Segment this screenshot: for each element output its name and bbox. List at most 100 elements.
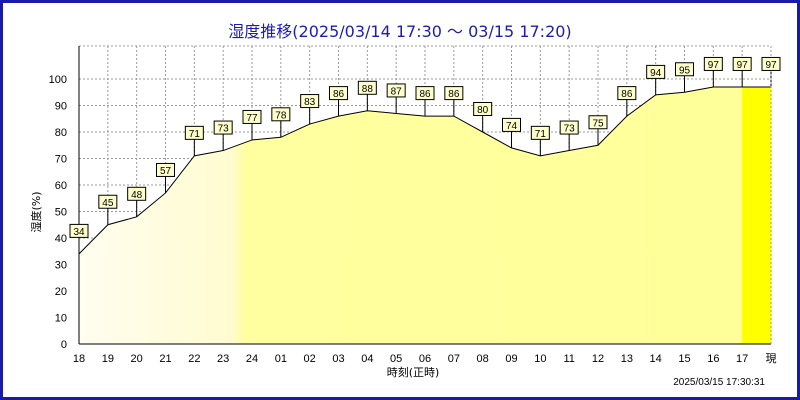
- value-label-text: 45: [102, 198, 114, 209]
- value-label-text: 87: [391, 86, 403, 97]
- value-label-box: [732, 56, 752, 71]
- value-label-box: [300, 94, 320, 109]
- humidity-area: [78, 86, 771, 344]
- x-tick-label: 21: [159, 353, 171, 365]
- x-tick-label: 16: [707, 353, 719, 365]
- x-tick-label: 24: [246, 353, 258, 365]
- y-tick-labels: 0 10 20 30 40 50 60 70 80 90 100: [49, 74, 67, 351]
- current-segment-fill: [742, 86, 771, 344]
- x-tick-label: 13: [621, 353, 633, 365]
- value-label: 97: [761, 56, 781, 71]
- x-tick-label: 06: [419, 353, 431, 365]
- x-tick-label: 20: [131, 353, 143, 365]
- value-label: 73: [559, 120, 579, 135]
- value-label: 73: [213, 120, 233, 135]
- value-label-text: 48: [131, 190, 143, 201]
- value-label-text: 86: [333, 89, 345, 100]
- x-tick-labels: 18 19 20 21 22 23 24 01 02 03 04 05 06 07 08 09 10 11 12 13…: [73, 352, 777, 365]
- value-label-text: 75: [592, 118, 604, 129]
- value-label: 80: [473, 102, 493, 116]
- value-label: 86: [329, 86, 348, 101]
- x-tick-label: 05: [390, 353, 402, 365]
- x-tick-label: 17: [736, 353, 748, 365]
- value-label-box: [473, 102, 493, 116]
- value-label-text: 86: [448, 89, 460, 100]
- value-label: 83: [300, 94, 320, 109]
- value-label: 97: [703, 56, 723, 71]
- x-tick-label: 11: [563, 353, 574, 365]
- x-tick-label: 18: [73, 353, 85, 365]
- value-label-text: 74: [506, 121, 518, 132]
- y-tick-label: 80: [55, 127, 67, 139]
- value-label-box: [357, 80, 377, 95]
- y-tick-label: 70: [55, 154, 67, 166]
- value-label: 88: [357, 80, 377, 95]
- value-label-box: [213, 120, 233, 135]
- value-label-box: [703, 56, 723, 71]
- value-label: 34: [69, 223, 89, 238]
- y-tick-label: 100: [49, 74, 67, 86]
- y-tick-label: 60: [55, 180, 67, 192]
- value-label-text: 94: [650, 68, 662, 79]
- value-label-text: 86: [419, 89, 431, 100]
- value-label: 95: [675, 62, 694, 77]
- x-tick-label: 22: [188, 353, 200, 365]
- value-label-text: 71: [535, 129, 547, 140]
- value-label-box: [156, 162, 175, 177]
- value-label-text: 97: [765, 60, 777, 71]
- value-labels: 34 45 48 57 71 73 77 78 83 86 88 87 86 86 80 74 71 73 75 86…: [69, 56, 781, 238]
- value-label-box: [386, 83, 406, 98]
- value-label: 57: [156, 162, 175, 177]
- value-label-text: 80: [477, 105, 489, 116]
- x-axis-label: 時刻(正時): [387, 365, 440, 379]
- value-label-box: [98, 194, 118, 209]
- value-label: 71: [184, 125, 204, 140]
- value-label: 86: [444, 86, 464, 101]
- value-label-box: [675, 62, 694, 77]
- chart-title: 湿度推移(2025/03/14 17:30 ～ 03/15 17:20): [228, 22, 571, 41]
- value-label: 74: [502, 117, 521, 132]
- value-label: 48: [127, 186, 147, 201]
- value-label-text: 73: [564, 124, 576, 135]
- x-tick-label: 02: [304, 353, 316, 365]
- value-label-box: [588, 115, 608, 130]
- x-tick-label: 10: [534, 353, 546, 365]
- x-tick-label: 03: [332, 353, 344, 365]
- x-tick-label: 08: [477, 353, 489, 365]
- x-tick-label: 14: [650, 353, 662, 365]
- y-tick-label: 50: [55, 207, 67, 219]
- area-fill: [79, 86, 771, 344]
- value-label-box: [242, 109, 262, 124]
- x-tick-label: 01: [275, 353, 287, 365]
- x-tick-label: 07: [448, 353, 460, 365]
- value-label-box: [530, 125, 550, 140]
- value-label-text: 57: [160, 166, 172, 177]
- x-tick-label: 23: [217, 353, 229, 365]
- y-tick-label: 10: [55, 313, 67, 325]
- value-label-box: [761, 56, 781, 71]
- value-label: 87: [386, 83, 406, 98]
- value-label-box: [271, 107, 291, 122]
- x-tick-label: 04: [361, 353, 373, 365]
- y-tick-label: 20: [55, 286, 67, 298]
- x-tick-label: 12: [592, 353, 604, 365]
- value-label: 78: [271, 107, 291, 122]
- value-label-text: 78: [275, 110, 287, 121]
- x-tick-label: 19: [102, 353, 114, 365]
- value-label: 86: [617, 86, 637, 101]
- value-label-box: [502, 117, 521, 132]
- y-tick-label: 40: [55, 233, 67, 245]
- value-label-text: 97: [708, 60, 720, 71]
- value-label-text: 95: [679, 65, 691, 76]
- timestamp: 2025/03/15 17:30:31: [673, 377, 765, 388]
- value-label-text: 97: [737, 60, 749, 71]
- axes: [78, 46, 772, 345]
- value-label-text: 77: [246, 113, 258, 124]
- value-label: 45: [98, 194, 118, 209]
- value-label: 94: [646, 64, 666, 79]
- value-label-box: [415, 86, 435, 101]
- value-label-box: [127, 186, 147, 201]
- value-label-box: [559, 120, 579, 135]
- y-tick-label: 90: [55, 101, 67, 113]
